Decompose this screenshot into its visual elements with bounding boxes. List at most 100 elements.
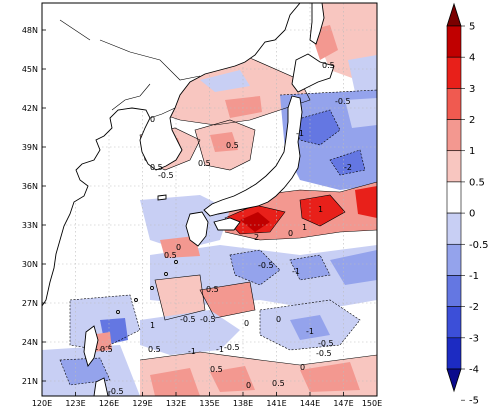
contour-lines-negative <box>59 89 377 386</box>
contour-label: 0.5 <box>226 141 239 150</box>
colorbar-segment <box>446 181 462 214</box>
colorbar-label: 4 <box>469 53 475 64</box>
ryukyu-island-3 <box>150 286 154 290</box>
lat-label: 24N <box>22 338 38 347</box>
colorbar-label: 0 <box>469 209 475 220</box>
colorbar-label: -3 <box>469 333 479 344</box>
hokkaido <box>291 53 335 93</box>
contour-label: -0.5 <box>316 349 332 358</box>
contour-label: -1 <box>216 345 224 354</box>
ryukyu-island-2 <box>164 272 168 276</box>
lat-label: 48N <box>22 26 38 35</box>
colorbar-label: -5 <box>469 396 479 407</box>
lon-label: 123E <box>65 399 85 408</box>
ryukyu-island-1 <box>174 260 178 264</box>
lon-label: 126E <box>99 399 119 408</box>
colorbar-label: 1 <box>469 146 475 157</box>
colorbar-segment <box>446 56 462 89</box>
latitude-labels: 48N 45N 42N 39N 36N 33N 30N 27N 24N 21N <box>22 26 38 386</box>
colorbar-label: -2 <box>469 302 479 313</box>
jeju-island <box>157 194 167 201</box>
contour-label: 0 <box>288 229 293 238</box>
contour-label: 0.5 <box>150 163 163 172</box>
colorbar-segment <box>446 212 462 245</box>
contour-label: 0 <box>244 319 249 328</box>
colorbar-label: 0.5 <box>469 177 485 188</box>
lon-label: 147E <box>333 399 353 408</box>
lon-label: 132E <box>166 399 186 408</box>
contour-label: 2 <box>254 233 259 242</box>
contour-label: -0.5 <box>335 97 351 106</box>
contour-label: -1 <box>306 327 314 336</box>
colorbar-label: -1 <box>469 271 479 282</box>
contour-label: 0.5 <box>206 285 219 294</box>
colorbar-label: 5 <box>469 22 475 33</box>
contour-label: 0.5 <box>148 345 161 354</box>
contour-label: 0 <box>150 115 155 124</box>
contour-label: -2 <box>344 163 352 172</box>
contour-label: 0.5 <box>164 251 177 260</box>
lat-label: 27N <box>22 299 38 308</box>
land-masses <box>42 3 335 396</box>
lon-label: 120E <box>32 399 52 408</box>
colorbar: 5 4 3 2 1 0.5 0 -0.5 -1 -2 -3 -4 -5 <box>446 2 489 407</box>
contour-label: 0.5 <box>100 345 113 354</box>
honshu <box>203 95 303 217</box>
contour-label: -0.5 <box>180 315 196 324</box>
colorbar-label: 3 <box>469 84 475 95</box>
contour-label: 0 <box>276 315 281 324</box>
country-borders <box>59 19 201 119</box>
contour-label: -0.5 <box>108 387 124 396</box>
lat-label: 42N <box>22 104 38 113</box>
contour-label: 0.5 <box>322 61 335 70</box>
contour-label: 0.5 <box>198 159 211 168</box>
contour-label: 0 <box>176 243 181 252</box>
ryukyu-island-4 <box>134 298 138 302</box>
colorbar-segment <box>446 25 462 58</box>
colorbar-segment <box>446 337 462 370</box>
colorbar-label: 2 <box>469 115 475 126</box>
contour-label: -1 <box>292 267 300 276</box>
contour-label: -1 <box>188 347 196 356</box>
contour-label: 1 <box>150 321 155 330</box>
colorbar-segment <box>446 88 462 120</box>
colorbar-segment <box>446 150 462 183</box>
ryukyu-island-5 <box>116 310 120 314</box>
colorbar-segment <box>446 306 462 339</box>
contour-labels: 0.5 0 -0.5 -1 -2 2 1 0 0.5 -1 -0.5 0 0.5… <box>100 61 352 396</box>
colorbar-label: -4 <box>469 365 479 376</box>
contour-label: -0.5 <box>258 261 274 270</box>
longitude-labels: 120E 123E 126E 129E 132E 135E 138E 141E … <box>32 399 382 408</box>
lon-label: 144E <box>300 399 320 408</box>
contour-label: 1 <box>302 223 307 232</box>
map-plot-area: 0.5 0 -0.5 -1 -2 2 1 0 0.5 -1 -0.5 0 0.5… <box>42 3 377 396</box>
luzon <box>93 377 109 396</box>
sakhalin <box>309 3 325 45</box>
tick-marks <box>42 29 344 396</box>
lat-label: 39N <box>22 143 38 152</box>
lon-label: 138E <box>233 399 253 408</box>
colorbar-label: -0.5 <box>469 240 489 251</box>
lat-label: 21N <box>22 377 38 386</box>
taiwan <box>83 325 99 367</box>
contour-label: -0.5 <box>200 315 216 324</box>
lon-label: 129E <box>132 399 152 408</box>
contour-label: 1 <box>318 205 323 214</box>
contour-label: -0.5 <box>158 171 174 180</box>
contour-label: -0.5 <box>318 339 334 348</box>
colorbar-segment <box>446 243 462 276</box>
contour-label: -1 <box>296 129 304 138</box>
colorbar-top-arrow <box>446 2 462 27</box>
lat-label: 33N <box>22 221 38 230</box>
colorbar-segment <box>446 119 462 152</box>
lon-label: 150E <box>362 399 382 408</box>
contour-label: 0 <box>300 363 305 372</box>
shikoku <box>213 217 241 231</box>
asian-mainland <box>42 3 301 307</box>
lat-label: 45N <box>22 65 38 74</box>
kyushu <box>185 211 209 247</box>
contour-label: -0.5 <box>224 343 240 352</box>
lon-label: 141E <box>266 399 286 408</box>
contour-label: 0.5 <box>272 379 285 388</box>
